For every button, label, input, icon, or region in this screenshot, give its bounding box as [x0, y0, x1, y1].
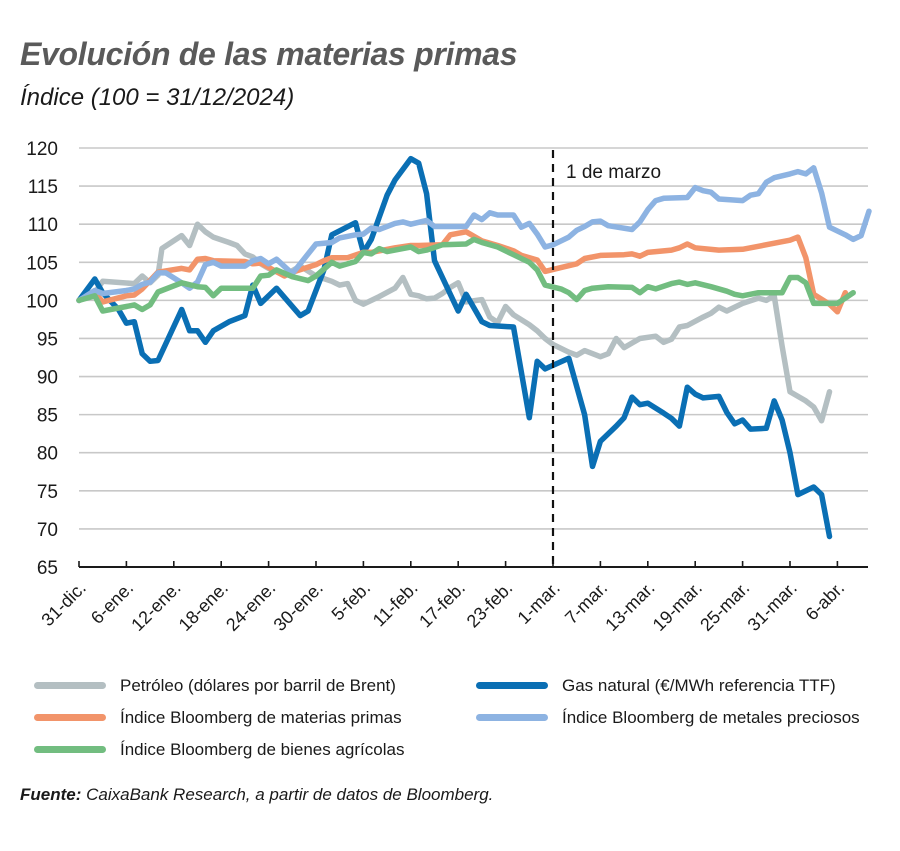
source-prefix: Fuente:	[20, 785, 82, 804]
march-1-marker: 1 de marzo	[551, 150, 661, 567]
source-note: Fuente: CaixaBank Research, a partir de …	[20, 785, 493, 805]
x-tick-label: 19-mar.	[649, 578, 706, 635]
legend-item-materias-primas: Índice Bloomberg de materias primas	[34, 706, 402, 730]
x-tick-label: 31-mar.	[744, 578, 801, 635]
chart-title: Evolución de las materias primas	[20, 36, 518, 72]
x-tick-label: 11-feb.	[369, 578, 422, 631]
legend-item-metales-preciosos: Índice Bloomberg de metales preciosos	[476, 706, 862, 730]
y-tick-label: 80	[37, 444, 58, 465]
x-tick-label: 24-ene.	[222, 578, 279, 635]
x-tick-label: 25-mar.	[696, 578, 753, 635]
y-tick-label: 115	[28, 177, 58, 198]
y-tick-label: 105	[26, 253, 58, 274]
legend-swatch-line-icon	[476, 714, 548, 721]
legend-swatch-line-icon	[34, 746, 106, 753]
x-axis: 31-dic.6-ene.12-ene.18-ene.24-ene.30-ene…	[37, 561, 868, 635]
x-tick-label: 17-feb.	[415, 578, 469, 632]
gridlines	[79, 147, 868, 530]
x-tick-label: 5-feb.	[328, 578, 375, 625]
y-tick-label: 70	[37, 520, 58, 541]
y-tick-label: 85	[37, 406, 58, 427]
x-tick-label: 18-ene.	[175, 578, 232, 635]
legend-item-agricolas: Índice Bloomberg de bienes agrícolas	[34, 738, 404, 762]
series-line	[76, 229, 849, 315]
series-line	[76, 236, 856, 314]
y-tick-label: 110	[28, 215, 58, 236]
line-chart: 65 70 75 80 85 90 95 100 105 110 115 120 1 de marzo…	[26, 139, 872, 635]
y-tick-label: 75	[37, 482, 58, 503]
y-tick-label: 90	[37, 368, 58, 389]
series-line	[76, 155, 833, 540]
x-tick-label: 23-feb.	[463, 578, 517, 632]
source-text: CaixaBank Research, a partir de datos de…	[81, 785, 494, 804]
legend-item-gas: Gas natural (€/MWh referencia TTF)	[476, 674, 836, 698]
y-tick-label: 65	[37, 558, 58, 579]
x-tick-label: 30-ene.	[270, 578, 327, 635]
x-tick-label: 13-mar.	[601, 578, 658, 635]
series-lines	[76, 155, 872, 540]
y-tick-label: 100	[26, 291, 58, 312]
chart-subtitle: Índice (100 = 31/12/2024)	[20, 84, 295, 111]
x-tick-label: 31-dic.	[37, 578, 89, 630]
series-line	[76, 165, 872, 304]
series-line	[76, 221, 833, 424]
y-tick-label: 120	[26, 139, 58, 160]
legend-swatch-line-icon	[476, 682, 548, 689]
y-axis-tick-labels: 65 70 75 80 85 90 95 100 105 110 115 120	[26, 139, 58, 579]
legend-item-petroleo: Petróleo (dólares por barril de Brent)	[34, 674, 396, 698]
x-tick-label: 1-mar.	[514, 578, 564, 628]
y-tick-label: 95	[37, 329, 58, 350]
x-tick-label: 6-abr.	[802, 578, 849, 625]
legend-swatch-line-icon	[34, 682, 106, 689]
x-tick-label: 12-ene.	[127, 578, 184, 635]
marker-label: 1 de marzo	[566, 162, 661, 183]
legend-swatch-line-icon	[34, 714, 106, 721]
